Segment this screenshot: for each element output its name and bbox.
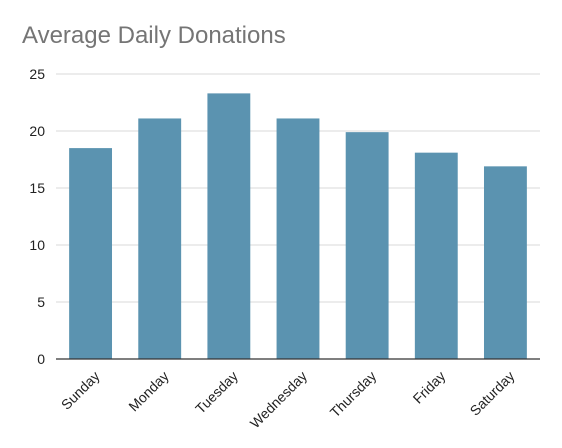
x-tick-label-monday: Monday: [125, 368, 172, 415]
y-tick-label: 15: [29, 180, 45, 196]
bars: [69, 93, 527, 360]
y-tick-label: 5: [37, 294, 45, 310]
chart-title: Average Daily Donations: [22, 22, 286, 49]
y-axis-ticks: 0 5 10 15 20 25: [29, 66, 45, 367]
x-tick-label-thursday: Thursday: [327, 368, 380, 421]
y-tick-label: 0: [37, 351, 45, 367]
bar-saturday: [483, 166, 527, 359]
x-tick-label-saturday: Saturday: [467, 368, 518, 419]
x-tick-label-tuesday: Tuesday: [192, 368, 241, 417]
x-tick-label-friday: Friday: [410, 368, 449, 407]
bar-monday: [138, 118, 182, 360]
x-tick-label-wednesday: Wednesday: [247, 368, 310, 431]
bar-thursday: [345, 132, 389, 359]
x-axis-ticks: Sunday Monday Tuesday Wednesday Thursday Frid…: [58, 368, 518, 431]
y-tick-label: 10: [29, 237, 45, 253]
y-tick-label: 25: [29, 66, 45, 82]
x-tick-label-sunday: Sunday: [58, 368, 103, 413]
bar-wednesday: [276, 118, 320, 360]
bar-sunday: [69, 148, 113, 359]
bar-tuesday: [207, 93, 251, 359]
y-tick-label: 20: [29, 123, 45, 139]
bar-friday: [414, 152, 458, 359]
